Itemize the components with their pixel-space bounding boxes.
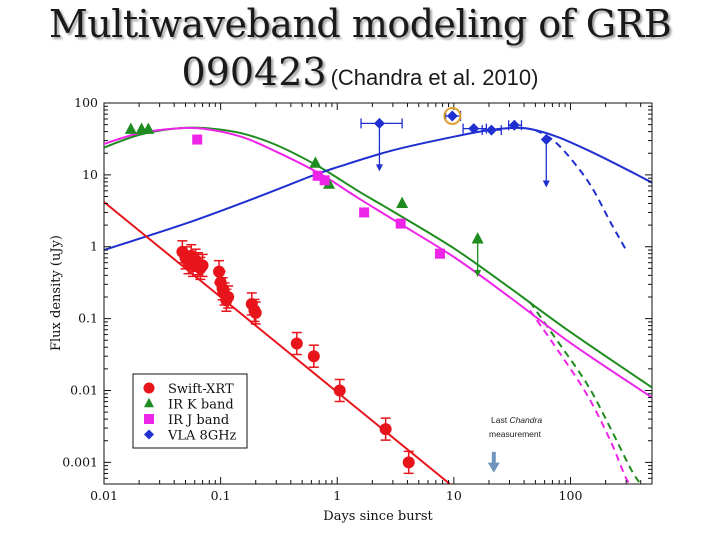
model-curve-dashed-vla-8ghz — [534, 129, 627, 251]
model-curve-swift-xrt — [104, 201, 452, 484]
data-point-swift-xrt — [333, 384, 346, 397]
data-point-ir-k-band — [124, 122, 137, 134]
data-point-swift-xrt — [249, 306, 262, 319]
last-chandra-arrow-head — [487, 462, 500, 473]
legend-label-vla-8ghz: VLA 8GHz — [167, 429, 237, 444]
legend-label-ir-k-band: IR K band — [168, 398, 234, 413]
upper-limit-arrowhead — [474, 270, 482, 278]
data-point-ir-j-band — [359, 207, 370, 218]
slide-title-line2: 090423 (Chandra et al. 2010) — [0, 50, 720, 94]
data-point-ir-k-band — [396, 196, 409, 208]
data-point-swift-xrt — [290, 337, 303, 350]
legend-marker-vla-8ghz — [144, 429, 154, 440]
data-point-vla-8ghz — [373, 117, 385, 129]
data-point-ir-j-band — [319, 175, 330, 186]
data-point-ir-k-band — [471, 232, 484, 244]
data-point-swift-xrt — [196, 259, 209, 272]
x-tick-label: 0.1 — [211, 488, 231, 503]
y-tick-label: 10 — [82, 167, 98, 182]
data-point-ir-j-band — [395, 218, 406, 229]
upper-limit-arrowhead — [375, 164, 383, 172]
y-tick-label: 0.1 — [78, 311, 98, 326]
legend-label-swift-xrt: Swift-XRT — [168, 382, 234, 397]
data-point-vla-8ghz — [485, 124, 497, 136]
y-tick-label: 0.001 — [62, 454, 98, 469]
data-point-vla-8ghz — [508, 119, 520, 131]
x-tick-label: 1 — [333, 488, 341, 503]
plot-frame — [103, 102, 653, 485]
legend-marker-ir-j-band — [144, 414, 154, 424]
data-point-ir-k-band — [309, 156, 322, 168]
y-tick-label: 100 — [74, 95, 98, 110]
model-curve-dashed-ir-k-band — [529, 301, 642, 484]
upper-limit-arrowhead — [542, 180, 550, 188]
x-axis-label: Days since burst — [323, 509, 433, 524]
model-curve-vla-8ghz — [104, 126, 652, 251]
vla-peak-highlight-circle — [443, 106, 462, 125]
data-point-ir-j-band — [312, 170, 323, 181]
model-curve-dashed-ir-j-band — [529, 309, 631, 484]
legend-marker-ir-k-band — [144, 397, 154, 408]
x-tick-label: 100 — [559, 488, 583, 503]
axes: 0.01 0.1 1 10 100 0.001 0.01 0.1 1 10 100 — [62, 95, 653, 503]
data-point-ir-j-band — [434, 248, 445, 259]
data-point-vla-8ghz — [468, 123, 480, 135]
last-chandra-label-line2: measurement — [489, 429, 542, 439]
data-point-swift-xrt — [222, 290, 235, 303]
x-tick-label: 10 — [446, 488, 462, 503]
data-points — [124, 110, 552, 475]
data-point-swift-xrt — [379, 423, 392, 436]
grb-number: 090423 — [181, 50, 327, 94]
last-chandra-label: Last Chandra — [491, 415, 542, 425]
y-tick-label: 0.01 — [70, 382, 98, 397]
citation: (Chandra et al. 2010) — [330, 65, 539, 90]
y-axis-label: Flux density (uJy) — [49, 235, 64, 351]
y-tick-label: 1 — [90, 239, 98, 254]
data-point-vla-8ghz — [540, 134, 552, 146]
data-point-ir-j-band — [192, 134, 203, 145]
legend-marker-swift-xrt — [143, 382, 155, 394]
data-point-ir-k-band — [142, 122, 155, 134]
slide-title-line1: Multiwaveband modeling of GRB — [48, 2, 672, 46]
x-tick-label: 0.01 — [90, 488, 118, 503]
annotations: Last Chandra measurement — [443, 106, 542, 473]
data-point-swift-xrt — [402, 456, 415, 469]
legend-label-ir-j-band: IR J band — [168, 413, 229, 428]
data-point-swift-xrt — [307, 350, 320, 363]
data-point-vla-8ghz — [446, 110, 458, 122]
